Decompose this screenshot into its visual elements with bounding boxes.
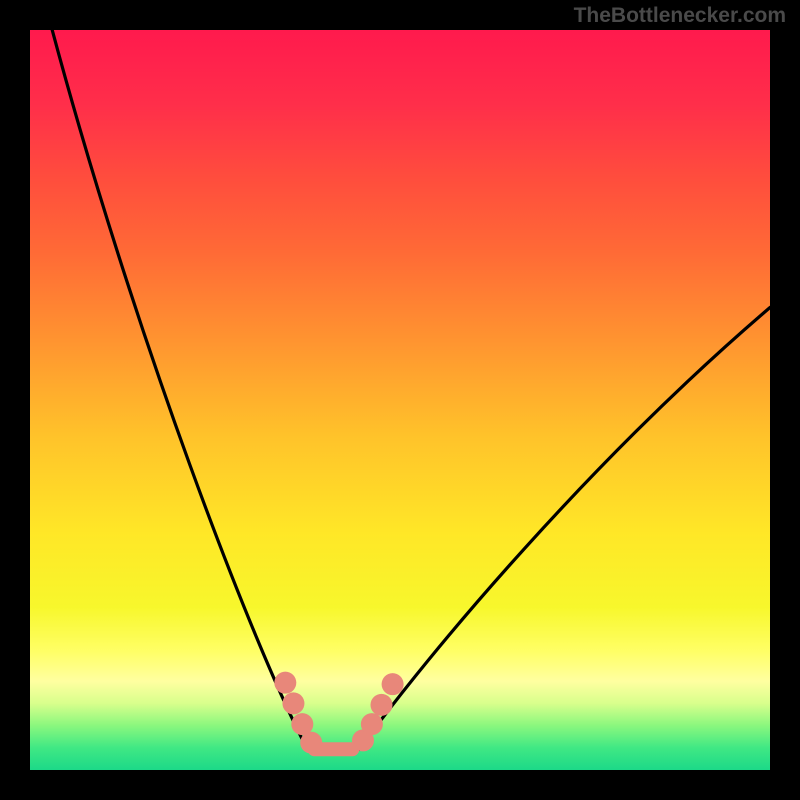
plot-area: [30, 30, 770, 770]
watermark-text: TheBottlenecker.com: [574, 4, 786, 28]
curve-layer: [30, 30, 770, 770]
chart-container: TheBottlenecker.com: [0, 0, 800, 800]
